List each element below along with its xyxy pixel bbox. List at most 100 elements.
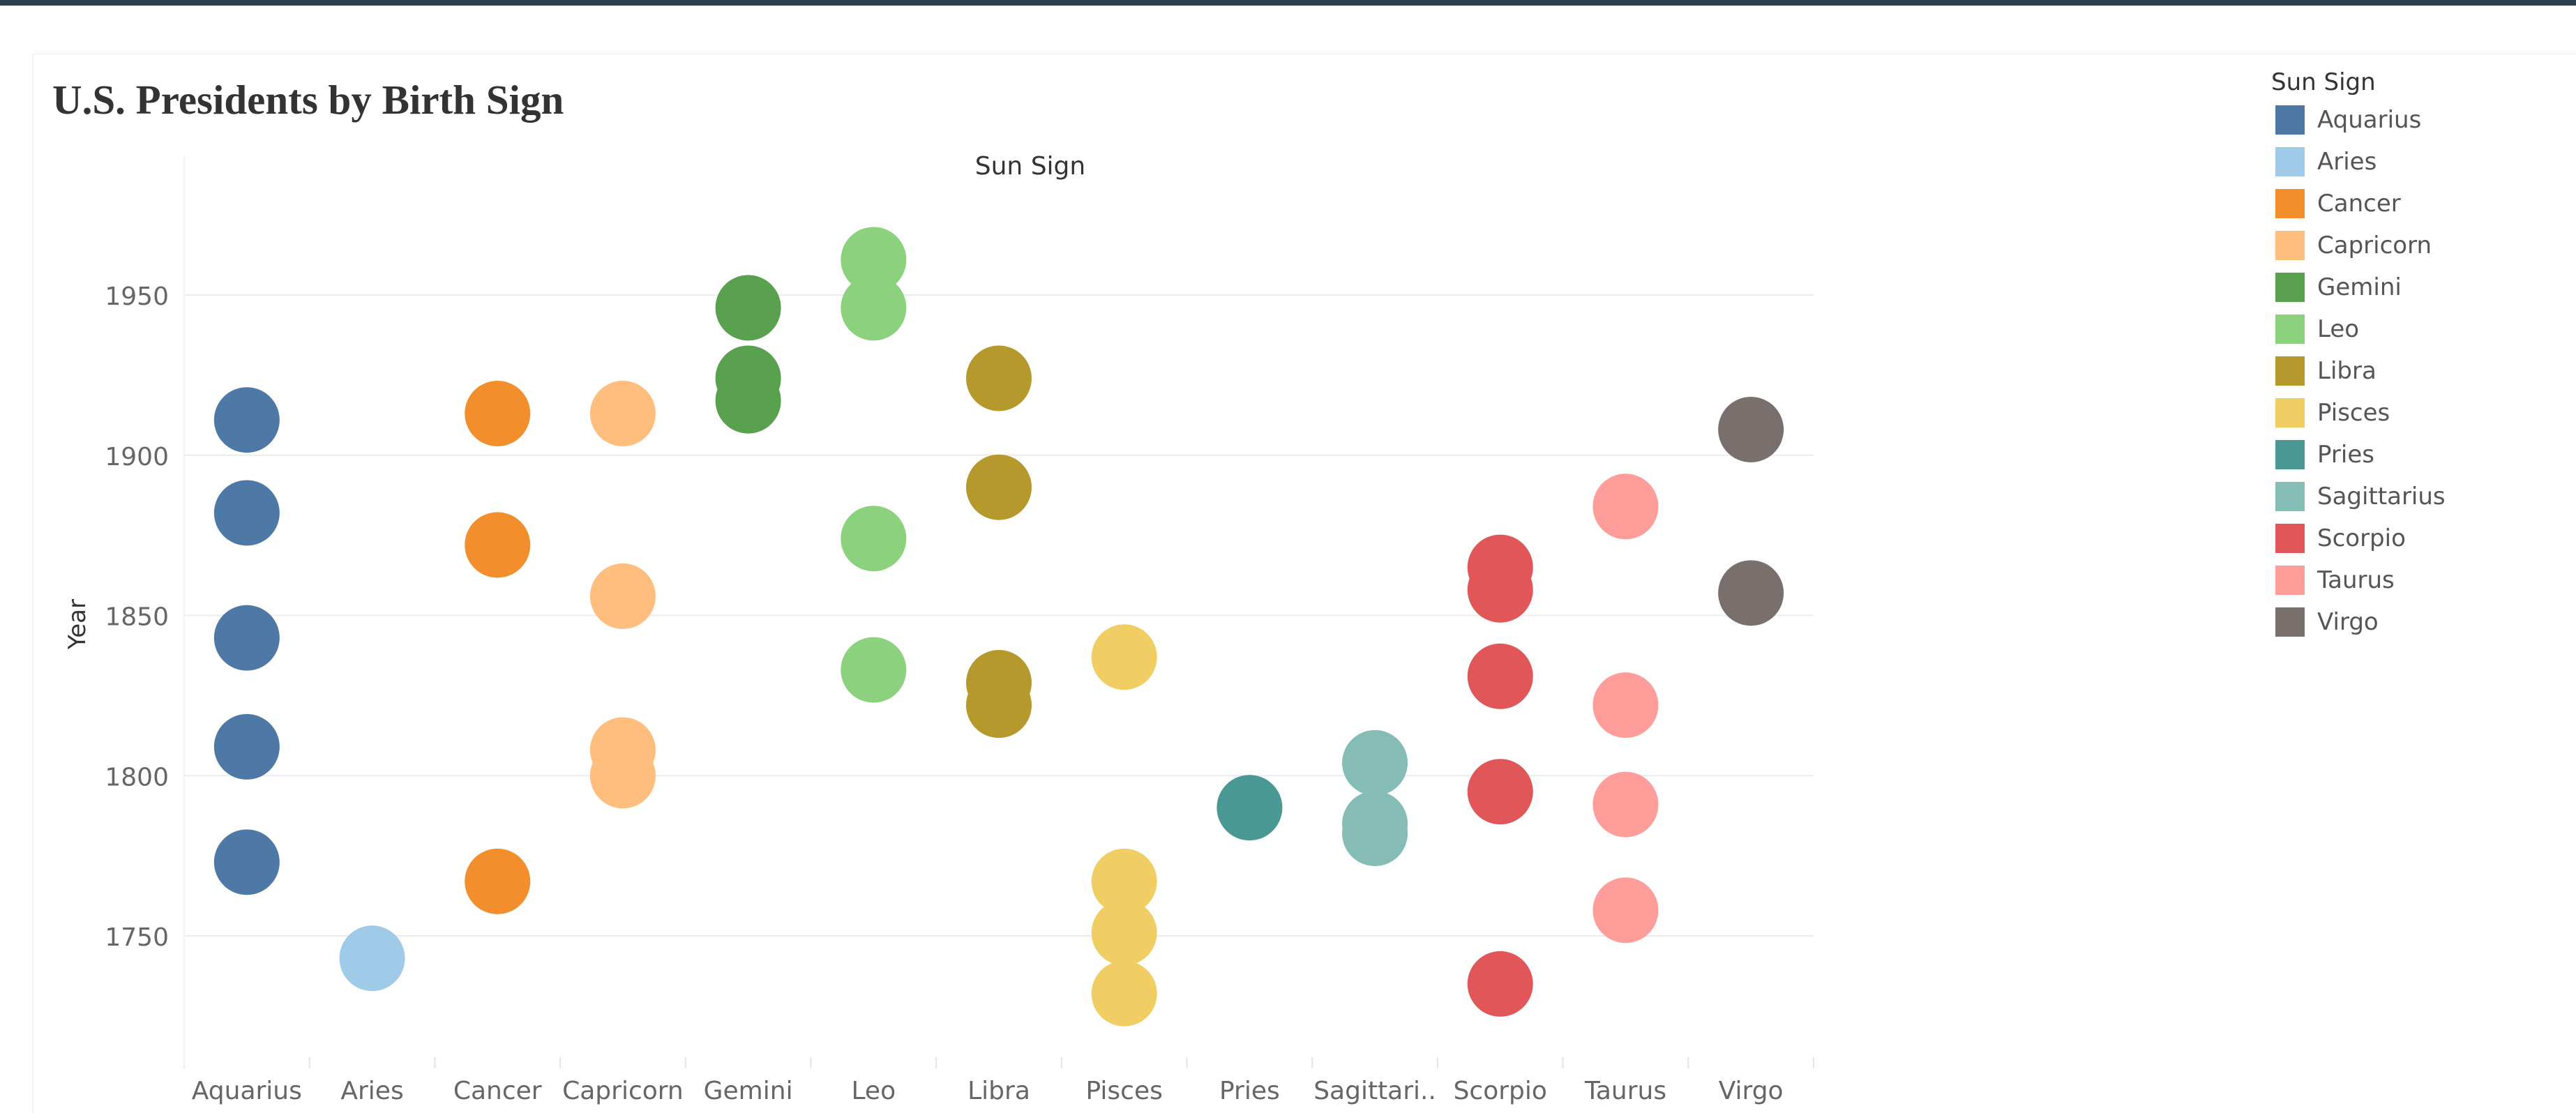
legend-swatch	[2275, 315, 2305, 344]
data-point	[1718, 396, 1784, 462]
legend-label: Cancer	[2317, 190, 2401, 218]
data-point	[1467, 534, 1533, 600]
data-point	[841, 275, 907, 341]
legend-item[interactable]: Sagittarius	[2271, 476, 2564, 517]
data-point	[1467, 643, 1533, 709]
data-point	[715, 345, 781, 411]
legend-swatch	[2275, 566, 2305, 595]
x-tick-label: Leo	[852, 1077, 896, 1105]
data-point	[1592, 771, 1659, 838]
data-point	[966, 649, 1032, 716]
x-tick-label: Libra	[967, 1077, 1030, 1105]
legend-label: Libra	[2317, 357, 2377, 385]
x-tick-label: Capricorn	[562, 1077, 684, 1105]
x-tick-label: Pisces	[1086, 1077, 1163, 1105]
data-point	[589, 563, 656, 629]
x-tick-label: Pries	[1219, 1077, 1280, 1105]
data-point	[966, 454, 1032, 520]
legend-item[interactable]: Libra	[2271, 350, 2564, 392]
y-tick-label: 1900	[105, 443, 169, 471]
legend-item[interactable]: Cancer	[2271, 183, 2564, 225]
legend-items: Aquarius Aries Cancer Capricorn Gemini Leo Lib…	[2271, 99, 2564, 643]
data-point	[841, 227, 907, 293]
data-point	[589, 381, 656, 447]
legend-label: Pisces	[2317, 399, 2390, 427]
legend-item[interactable]: Taurus	[2271, 559, 2564, 601]
legend-label: Gemini	[2317, 273, 2402, 301]
legend-item[interactable]: Pries	[2271, 434, 2564, 476]
top-bar	[0, 0, 2576, 6]
data-point	[465, 512, 531, 578]
legend-item[interactable]: Leo	[2271, 308, 2564, 350]
legend-swatch	[2275, 440, 2305, 469]
data-point	[1592, 474, 1659, 540]
column-header: Sun Sign	[975, 152, 1085, 181]
legend-label: Pries	[2317, 441, 2374, 469]
legend-item[interactable]: Aquarius	[2271, 99, 2564, 141]
legend-swatch	[2275, 273, 2305, 302]
legend-swatch	[2275, 231, 2305, 260]
data-point	[213, 713, 280, 780]
legend-item[interactable]: Pisces	[2271, 392, 2564, 434]
data-point	[1091, 848, 1157, 914]
legend-label: Capricorn	[2317, 232, 2432, 259]
data-point	[841, 506, 907, 572]
x-tick-label: Taurus	[1584, 1077, 1666, 1105]
data-point	[465, 848, 531, 914]
chart-title: U.S. Presidents by Birth Sign	[52, 77, 564, 123]
x-tick-label: Scorpio	[1454, 1077, 1547, 1105]
x-tick-label: Sagittari..	[1313, 1077, 1436, 1105]
legend-item[interactable]: Virgo	[2271, 601, 2564, 643]
legend-item[interactable]: Aries	[2271, 141, 2564, 183]
legend-item[interactable]: Capricorn	[2271, 225, 2564, 266]
y-tick-label: 1850	[105, 603, 169, 632]
data-point	[213, 387, 280, 453]
data-point	[715, 275, 781, 341]
data-point	[1467, 759, 1533, 825]
x-tick-label: Gemini	[704, 1077, 793, 1105]
y-tick-label: 1950	[105, 282, 169, 311]
legend-label: Aries	[2317, 148, 2377, 176]
legend-swatch	[2275, 398, 2305, 427]
x-tick-label: Cancer	[453, 1077, 542, 1105]
data-point	[589, 717, 656, 783]
data-point	[1467, 951, 1533, 1017]
data-point	[1718, 560, 1784, 626]
legend-label: Leo	[2317, 315, 2360, 343]
legend-title: Sun Sign	[2271, 68, 2376, 96]
y-tick-label: 1800	[105, 763, 169, 792]
data-point	[213, 605, 280, 671]
y-axis-label: Year	[63, 599, 91, 650]
legend-swatch	[2275, 482, 2305, 511]
x-tick-label: Aquarius	[192, 1077, 302, 1105]
legend-label: Aquarius	[2317, 106, 2422, 134]
data-point	[841, 637, 907, 703]
data-point	[339, 925, 405, 992]
legend-label: Scorpio	[2317, 524, 2406, 552]
x-tick-label: Aries	[340, 1077, 403, 1105]
data-point	[1342, 729, 1408, 796]
data-point	[1592, 672, 1659, 739]
legend: Sun Sign Aquarius Aries Cancer Capricorn Gem…	[2271, 66, 2564, 643]
legend-swatch	[2275, 189, 2305, 218]
legend-label: Sagittarius	[2317, 483, 2446, 510]
legend-swatch	[2275, 607, 2305, 637]
data-point	[1592, 877, 1659, 944]
legend-swatch	[2275, 105, 2305, 135]
data-point	[1217, 775, 1283, 841]
data-point	[1091, 900, 1157, 966]
legend-item[interactable]: Scorpio	[2271, 517, 2564, 559]
data-point	[213, 829, 280, 895]
data-point	[1342, 791, 1408, 857]
legend-label: Virgo	[2317, 608, 2379, 636]
data-point	[465, 381, 531, 447]
legend-label: Taurus	[2317, 566, 2395, 594]
data-point	[1091, 624, 1157, 690]
x-tick-label: Virgo	[1719, 1077, 1784, 1105]
legend-swatch	[2275, 147, 2305, 176]
legend-swatch	[2275, 524, 2305, 553]
data-point	[966, 345, 1032, 411]
legend-item[interactable]: Gemini	[2271, 266, 2564, 308]
data-point	[1091, 960, 1157, 1027]
